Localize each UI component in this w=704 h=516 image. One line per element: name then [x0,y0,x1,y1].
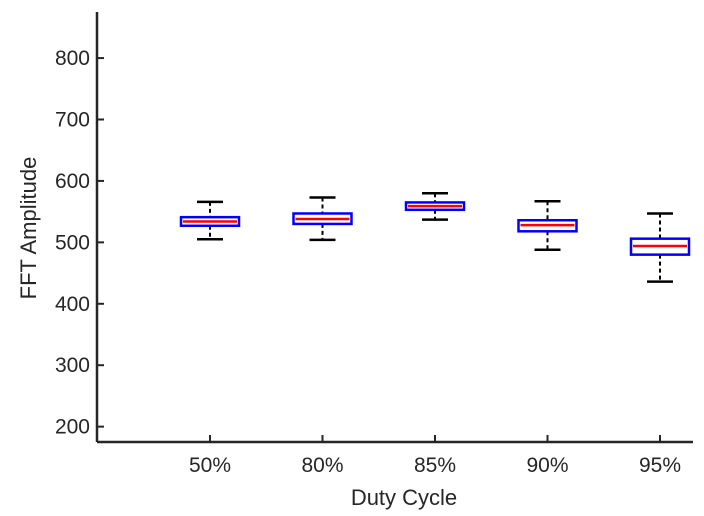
y-tick-label-300: 300 [55,354,90,377]
y-tick-label-700: 700 [55,109,90,132]
iqr-box [404,201,466,212]
box-group [179,191,691,283]
y-axis-label: FFT Amplitude [16,157,41,300]
x-tick-label-1: 80% [301,454,343,477]
y-tick-label-800: 800 [55,47,90,70]
iqr-box [179,215,241,228]
box-0 [179,200,241,241]
box-1 [292,196,353,242]
y-tick-label-200: 200 [55,416,90,439]
box-3 [517,199,578,251]
axes [95,12,693,444]
x-tick-label-4: 95% [639,454,681,477]
x-tick-label-2: 85% [414,454,456,477]
iqr-box [629,237,691,256]
x-tick-label-0: 50% [189,454,231,477]
box-4 [629,212,691,283]
box-2 [404,191,466,221]
x-axis-label: Duty Cycle [351,485,457,510]
iqr-box [517,218,578,233]
y-tick-label-600: 600 [55,170,90,193]
iqr-box [292,212,353,226]
tick-group: 200 300 400 500 600 700 800 50% 80% 85% 90% 95% [55,47,681,477]
y-tick-label-400: 400 [55,293,90,316]
x-tick-label-3: 90% [526,454,568,477]
y-tick-label-500: 500 [55,231,90,254]
